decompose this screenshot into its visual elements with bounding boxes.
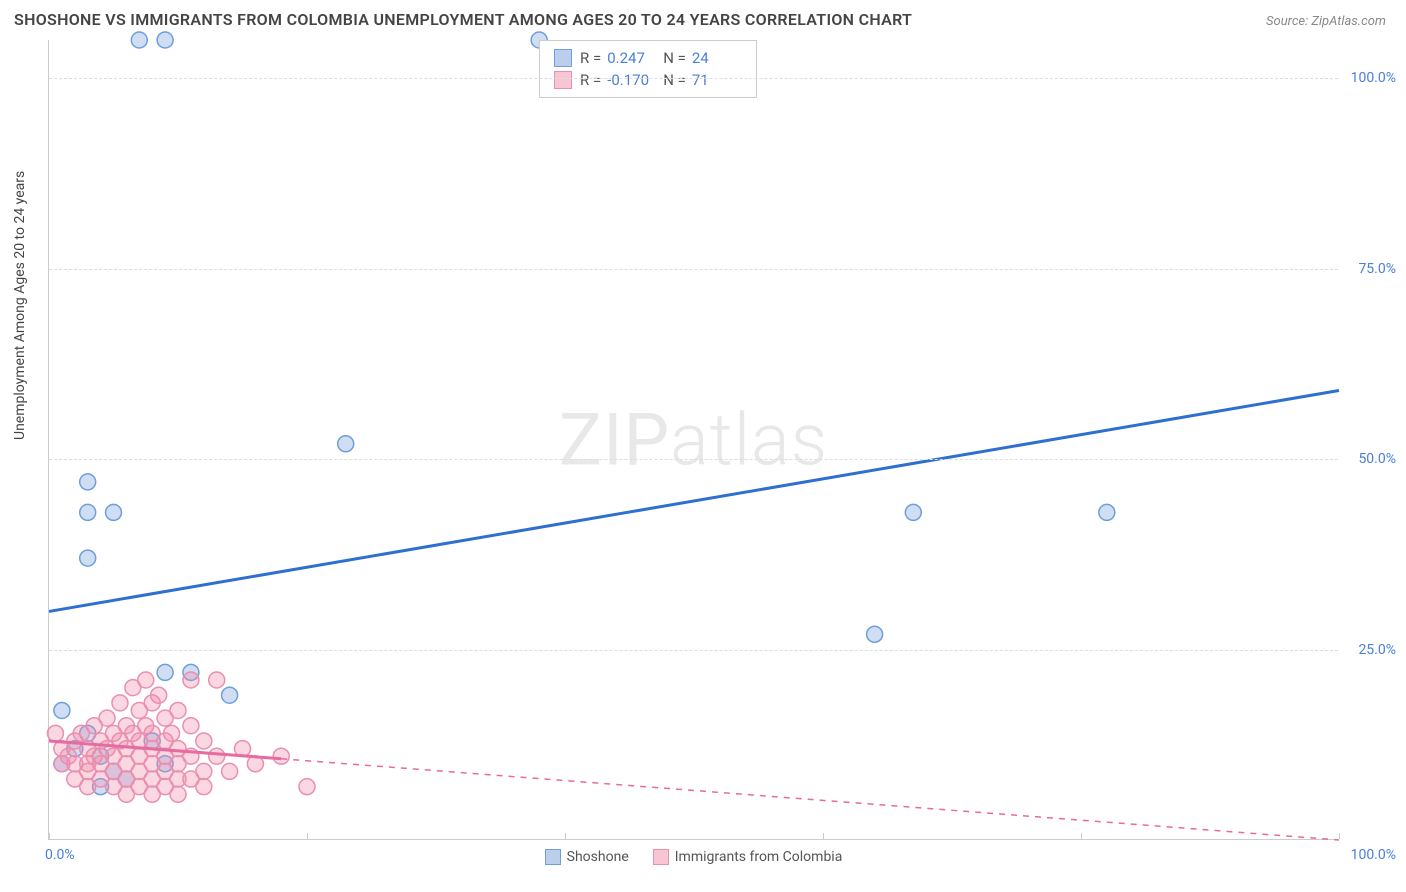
data-point [80, 504, 96, 520]
data-point [80, 550, 96, 566]
data-point [222, 763, 238, 779]
x-tick [565, 833, 566, 839]
data-point [112, 695, 128, 711]
data-point [183, 718, 199, 734]
data-point [47, 725, 63, 741]
data-point [170, 702, 186, 718]
x-max-label: 100.0% [1351, 847, 1396, 863]
y-axis-label: Unemployment Among Ages 20 to 24 years [12, 171, 28, 440]
legend-swatch [545, 849, 561, 865]
correlation-legend: R = 0.247 N = 24 R = -0.170 N = 71 [539, 40, 757, 98]
legend-swatch [653, 849, 669, 865]
legend-n-value: 71 [692, 71, 742, 89]
legend-item: Immigrants from Colombia [653, 849, 843, 865]
data-point [80, 474, 96, 490]
data-point [151, 687, 167, 703]
data-point [183, 672, 199, 688]
data-point [273, 748, 289, 764]
x-tick [1339, 833, 1340, 839]
data-point [170, 786, 186, 802]
legend-label: Immigrants from Colombia [675, 849, 843, 865]
data-point [867, 626, 883, 642]
trend-line [49, 390, 1339, 611]
data-point [209, 672, 225, 688]
source-attribution: Source: ZipAtlas.com [1266, 14, 1386, 29]
data-point [131, 32, 147, 48]
data-point [196, 779, 212, 795]
y-tick-label: 50.0% [1358, 451, 1396, 467]
series-legend: Shoshone Immigrants from Colombia [49, 849, 1338, 865]
data-point [196, 733, 212, 749]
gridline [49, 650, 1338, 651]
plot-area: ZIPatlas R =0.247N =24R =-0.170N =71 Sho… [48, 40, 1338, 840]
data-point [54, 702, 70, 718]
legend-swatch [554, 49, 572, 67]
trend-line-dashed [281, 759, 1339, 840]
y-tick-label: 100.0% [1351, 70, 1396, 86]
data-point [222, 687, 238, 703]
data-point [157, 32, 173, 48]
gridline [49, 78, 1338, 79]
data-point [1099, 504, 1115, 520]
x-min-label: 0.0% [45, 847, 75, 863]
legend-swatch [554, 71, 572, 89]
y-tick-label: 75.0% [1358, 261, 1396, 277]
legend-row: R = -0.170 N = 71 [554, 69, 742, 91]
legend-row: R = 0.247 N = 24 [554, 47, 742, 69]
data-point [164, 725, 180, 741]
data-point [157, 664, 173, 680]
legend-n-label: N = [663, 71, 686, 89]
x-tick [49, 833, 50, 839]
data-point [138, 672, 154, 688]
legend-n-value: 24 [692, 49, 742, 67]
x-tick [1081, 833, 1082, 839]
gridline [49, 459, 1338, 460]
legend-label: Shoshone [567, 849, 629, 865]
chart-title: SHOSHONE VS IMMIGRANTS FROM COLOMBIA UNE… [14, 10, 912, 29]
x-tick [823, 833, 824, 839]
gridline [49, 269, 1338, 270]
legend-n-label: N = [663, 49, 686, 67]
data-point [209, 748, 225, 764]
legend-r-value: 0.247 [607, 49, 657, 67]
legend-r-value: -0.170 [607, 71, 657, 89]
data-point [106, 504, 122, 520]
data-point [99, 710, 115, 726]
y-tick-label: 25.0% [1358, 642, 1396, 658]
legend-r-label: R = [580, 49, 601, 67]
plot-svg [49, 40, 1338, 839]
data-point [338, 436, 354, 452]
data-point [299, 779, 315, 795]
data-point [196, 763, 212, 779]
legend-item: Shoshone [545, 849, 629, 865]
legend-r-label: R = [580, 71, 601, 89]
data-point [905, 504, 921, 520]
x-tick [307, 833, 308, 839]
